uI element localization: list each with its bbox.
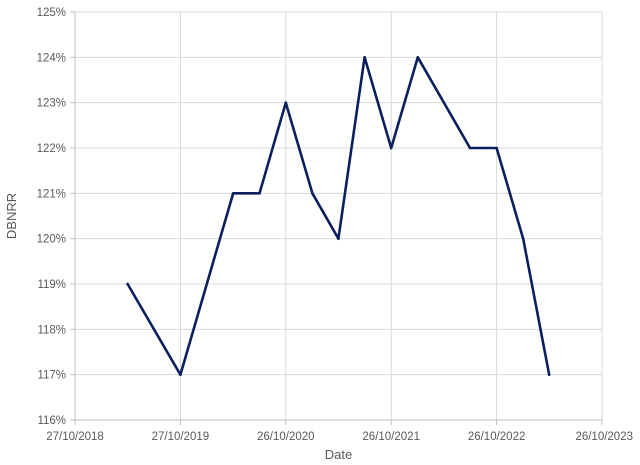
y-axis-ticks: 116% 117% 118% 119% 120% 121% 122% 123% 124% 125% [37, 7, 75, 427]
data-point [547, 373, 551, 376]
y-tick-label: 122% [37, 143, 66, 155]
x-axis-ticks: 27/10/2018 27/10/2019 26/10/2020 26/10/2021… [46, 420, 633, 443]
data-point [337, 237, 340, 240]
x-tick-label: 26/10/2022 [468, 431, 526, 443]
series-line [126, 55, 551, 377]
y-tick-label: 125% [37, 7, 66, 19]
y-tick-label: 117% [37, 370, 66, 382]
x-tick-label: 27/10/2019 [152, 431, 210, 443]
x-tick-label: 27/10/2018 [46, 431, 104, 443]
vertical-gridlines [179, 12, 603, 420]
x-tick-label: 26/10/2021 [362, 431, 420, 443]
data-point [521, 237, 525, 240]
y-tick-label: 123% [37, 98, 66, 110]
y-tick-label: 120% [37, 234, 66, 246]
y-tick-label: 116% [37, 415, 66, 427]
x-tick-label: 26/10/2020 [257, 431, 315, 443]
y-tick-label: 119% [37, 279, 66, 291]
y-tick-label: 124% [37, 52, 66, 64]
y-tick-label: 118% [37, 324, 66, 336]
data-point [416, 56, 420, 59]
data-point [126, 282, 129, 286]
x-tick-label: 26/10/2023 [575, 431, 633, 443]
data-point [311, 192, 314, 195]
data-point [468, 146, 472, 150]
horizontal-gridlines [75, 11, 602, 376]
y-axis-title: DBNRR [4, 193, 19, 239]
data-point [179, 373, 182, 376]
data-point [231, 192, 235, 195]
data-point [363, 56, 366, 59]
data-point [389, 146, 393, 150]
series-layer [126, 55, 551, 377]
x-axis-title: Date [325, 447, 352, 462]
y-tick-label: 121% [37, 188, 66, 200]
data-point [284, 101, 288, 104]
data-point [495, 146, 498, 150]
data-point [258, 192, 261, 195]
